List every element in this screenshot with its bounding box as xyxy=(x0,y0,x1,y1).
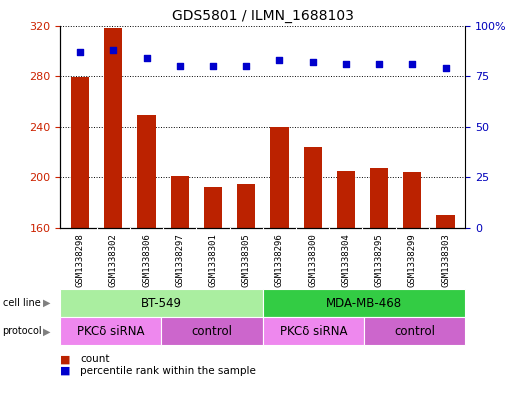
Bar xyxy=(370,169,388,228)
Text: percentile rank within the sample: percentile rank within the sample xyxy=(80,366,256,376)
Text: GSM1338295: GSM1338295 xyxy=(374,233,383,286)
Text: GSM1338305: GSM1338305 xyxy=(242,233,251,286)
Bar xyxy=(204,187,222,228)
Bar xyxy=(60,289,263,317)
Text: GSM1338301: GSM1338301 xyxy=(209,233,218,286)
Bar xyxy=(263,317,364,345)
Text: cell line: cell line xyxy=(3,298,40,308)
Text: protocol: protocol xyxy=(3,326,42,336)
Point xyxy=(242,63,251,69)
Bar xyxy=(364,317,465,345)
Text: count: count xyxy=(80,354,109,364)
Point xyxy=(441,65,450,71)
Text: control: control xyxy=(394,325,435,338)
Point xyxy=(275,57,283,63)
Point xyxy=(342,61,350,67)
Bar xyxy=(138,116,156,228)
Text: GSM1338304: GSM1338304 xyxy=(342,233,350,286)
Point xyxy=(109,47,118,53)
Title: GDS5801 / ILMN_1688103: GDS5801 / ILMN_1688103 xyxy=(172,9,354,23)
Text: GSM1338296: GSM1338296 xyxy=(275,233,284,286)
Bar xyxy=(71,77,89,228)
Text: ■: ■ xyxy=(60,366,71,376)
Bar xyxy=(162,317,263,345)
Point xyxy=(142,55,151,61)
Text: control: control xyxy=(191,325,233,338)
Text: ▶: ▶ xyxy=(43,298,50,308)
Bar xyxy=(104,28,122,228)
Point xyxy=(408,61,416,67)
Text: GSM1338297: GSM1338297 xyxy=(175,233,184,286)
Text: GSM1338303: GSM1338303 xyxy=(441,233,450,286)
Bar xyxy=(337,171,355,228)
Bar xyxy=(270,127,289,228)
Text: MDA-MB-468: MDA-MB-468 xyxy=(326,296,402,310)
Bar xyxy=(303,147,322,228)
Point xyxy=(375,61,383,67)
Bar xyxy=(237,184,255,228)
Bar xyxy=(263,289,465,317)
Bar xyxy=(60,317,162,345)
Text: GSM1338298: GSM1338298 xyxy=(76,233,85,286)
Point xyxy=(76,49,84,55)
Bar xyxy=(403,172,422,228)
Point xyxy=(209,63,217,69)
Text: GSM1338302: GSM1338302 xyxy=(109,233,118,286)
Point xyxy=(176,63,184,69)
Text: PKCδ siRNA: PKCδ siRNA xyxy=(280,325,347,338)
Text: ■: ■ xyxy=(60,354,71,364)
Point xyxy=(309,59,317,65)
Text: PKCδ siRNA: PKCδ siRNA xyxy=(77,325,144,338)
Text: GSM1338300: GSM1338300 xyxy=(308,233,317,286)
Bar xyxy=(170,176,189,228)
Text: ▶: ▶ xyxy=(43,326,50,336)
Text: GSM1338299: GSM1338299 xyxy=(408,233,417,286)
Bar xyxy=(436,215,454,228)
Text: BT-549: BT-549 xyxy=(141,296,182,310)
Text: GSM1338306: GSM1338306 xyxy=(142,233,151,286)
